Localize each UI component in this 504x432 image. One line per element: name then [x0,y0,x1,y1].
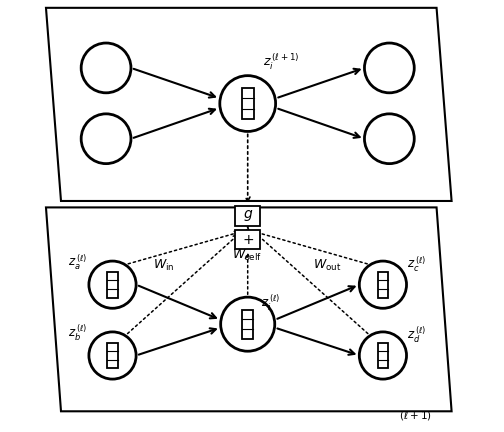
Circle shape [359,261,407,308]
Text: $z_c^{\,(\ell)}$: $z_c^{\,(\ell)}$ [407,254,426,274]
Circle shape [364,43,414,93]
Text: $z_b^{\,(\ell)}$: $z_b^{\,(\ell)}$ [68,322,87,343]
Circle shape [364,114,414,164]
Bar [107,272,117,298]
Circle shape [89,332,136,379]
Text: $+$: $+$ [241,232,254,247]
Text: $(\ell+1)$: $(\ell+1)$ [400,409,432,422]
Circle shape [220,76,276,131]
Circle shape [221,297,275,351]
Text: $g$: $g$ [242,209,253,223]
Text: $z_a^{\,(\ell)}$: $z_a^{\,(\ell)}$ [68,252,87,272]
Circle shape [81,114,131,164]
Bar [378,272,388,298]
Bar [107,343,117,368]
Circle shape [359,332,407,379]
Text: $W_{\mathrm{in}}$: $W_{\mathrm{in}}$ [153,257,175,273]
Text: $z_i^{\,(\ell)}$: $z_i^{\,(\ell)}$ [261,293,280,314]
Text: $W_{\mathrm{self}}$: $W_{\mathrm{self}}$ [232,248,262,263]
Bar [235,230,260,249]
Text: $z_d^{\,(\ell)}$: $z_d^{\,(\ell)}$ [407,324,426,345]
Bar [235,206,260,226]
Circle shape [89,261,136,308]
Text: $W_{\mathrm{out}}$: $W_{\mathrm{out}}$ [313,257,341,273]
Circle shape [81,43,131,93]
Bar [242,88,254,119]
Bar [378,343,388,368]
Text: $z_i^{\,(\ell+1)}$: $z_i^{\,(\ell+1)}$ [263,52,299,72]
Bar [242,310,254,339]
